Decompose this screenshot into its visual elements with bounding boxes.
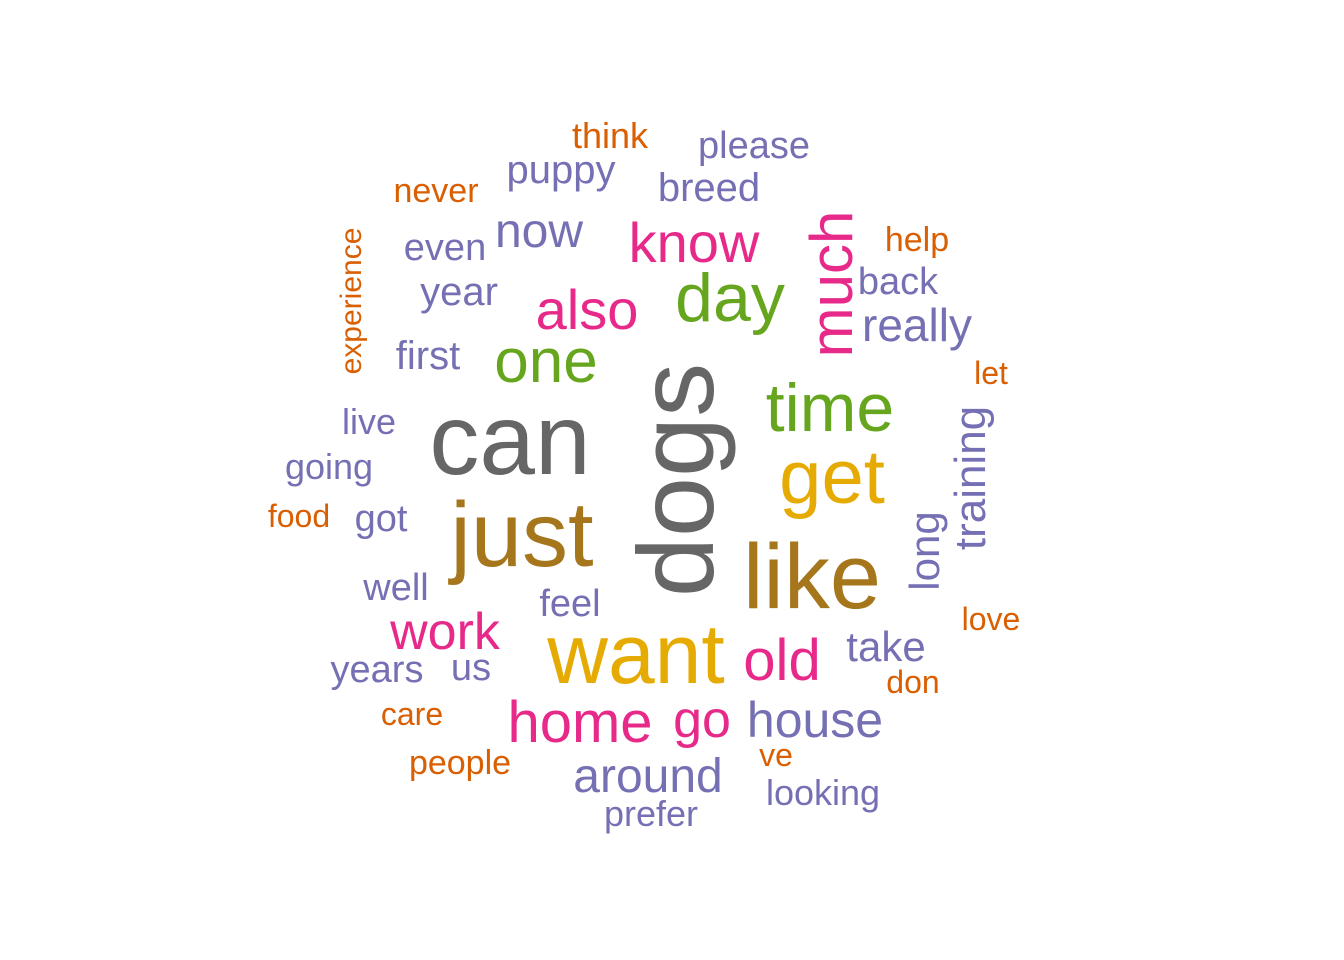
word-puppy: puppy: [506, 148, 616, 192]
word-house: house: [746, 692, 884, 748]
word-dogs: dogs: [615, 362, 736, 598]
word-training: training: [946, 405, 995, 551]
word-prefer: prefer: [603, 793, 699, 834]
word-live: live: [341, 401, 397, 442]
word-people: people: [408, 744, 512, 782]
word-help: help: [884, 221, 950, 259]
word-know: know: [628, 211, 760, 274]
word-around: around: [573, 750, 723, 803]
word-day: day: [675, 260, 785, 336]
word-breed: breed: [657, 166, 761, 210]
word-go: go: [673, 691, 731, 749]
word-feel: feel: [539, 583, 601, 625]
word-looking: looking: [765, 772, 881, 813]
word-long: long: [901, 511, 948, 591]
word-love: love: [961, 601, 1021, 637]
word-home: home: [507, 690, 653, 755]
word-now: now: [494, 205, 584, 258]
word-also: also: [535, 278, 639, 341]
word-ve: ve: [759, 737, 793, 773]
word-care: care: [380, 696, 444, 732]
word-year: year: [420, 270, 498, 314]
word-first: first: [395, 334, 461, 378]
word-please: please: [698, 125, 810, 167]
word-get: get: [779, 435, 885, 520]
word-us: us: [450, 647, 492, 689]
word-really: really: [862, 299, 972, 351]
word-food: food: [267, 498, 331, 534]
word-well: well: [363, 567, 429, 609]
word-old: old: [743, 628, 821, 693]
word-let: let: [974, 355, 1008, 391]
word-take: take: [846, 623, 926, 670]
word-want: want: [547, 607, 725, 701]
word-years: years: [330, 649, 424, 691]
word-even: even: [403, 227, 487, 269]
word-just: just: [450, 484, 594, 586]
word-back: back: [857, 261, 939, 303]
word-can: can: [429, 384, 591, 496]
word-like: like: [742, 526, 882, 628]
word-much: much: [798, 210, 865, 358]
word-going: going: [284, 446, 374, 487]
word-one: one: [494, 327, 598, 396]
word-experience: experience: [335, 227, 368, 375]
word-time: time: [765, 370, 895, 446]
word-got: got: [354, 498, 408, 540]
word-don: don: [886, 664, 940, 700]
word-never: never: [393, 172, 479, 210]
word-think: think: [571, 115, 649, 156]
word-work: work: [390, 603, 500, 661]
